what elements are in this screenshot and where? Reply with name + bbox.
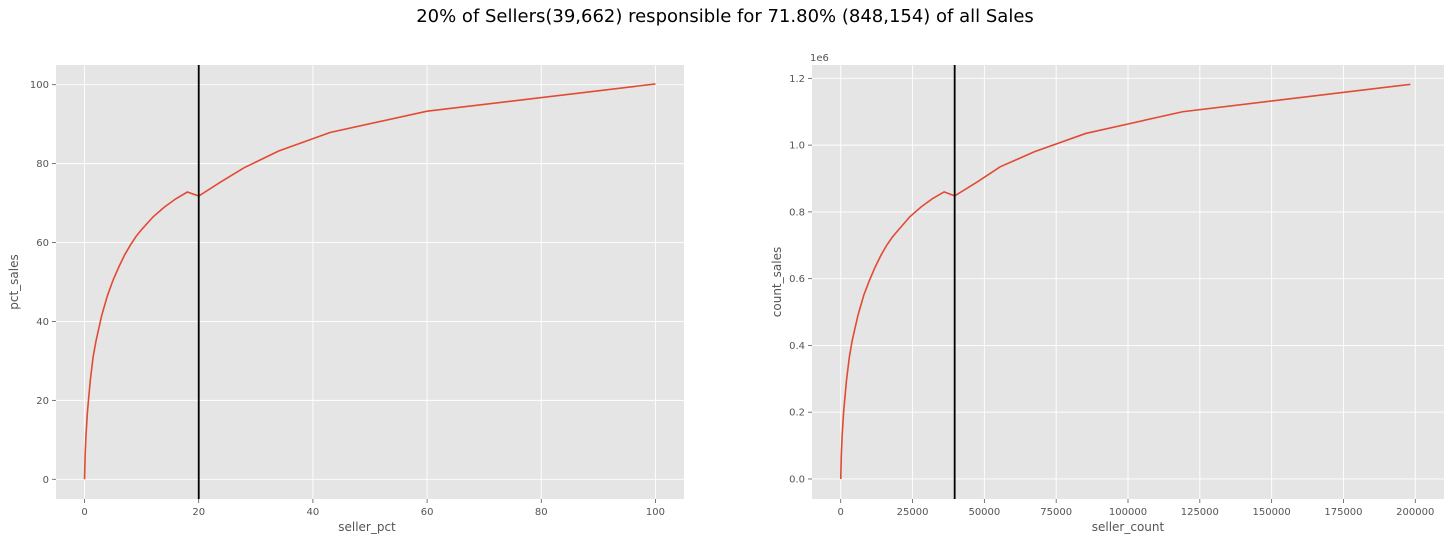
y-tick-label: 1.2	[789, 74, 805, 85]
y-axis-label: pct_sales	[7, 254, 21, 310]
x-ticks: 0 25000 50000 75000 100000 125000 150000 175000…	[838, 499, 1434, 518]
x-tick-label: 200000	[1396, 507, 1434, 518]
y-tick-label: 0.8	[789, 207, 805, 218]
x-tick-label: 100	[646, 507, 665, 518]
series-marks	[839, 65, 1411, 499]
y-tick-label: 20	[36, 396, 49, 407]
y-tick-label: 1.0	[789, 141, 805, 152]
x-tick-label: 60	[421, 507, 434, 518]
series-line	[839, 83, 1411, 479]
y-tick-label: 80	[36, 159, 49, 170]
y-ticks: 0.0 0.2 0.4 0.6 0.8 1.0 1.2	[789, 74, 812, 485]
chart-left: 0 20 40 60 80 100 0 20 40 60 80 100 seller_pct pct…	[7, 65, 684, 534]
x-tick-label: 80	[535, 507, 548, 518]
x-axis-label: seller_pct	[338, 520, 396, 534]
y-tick-label: 0	[43, 475, 49, 486]
figure-suptitle: 20% of Sellers(39,662) responsible for 7…	[416, 6, 1034, 27]
y-tick-label: 0.6	[789, 274, 805, 285]
x-tick-label: 100000	[1109, 507, 1147, 518]
y-axis-label: count_sales	[770, 247, 784, 317]
x-tick-label: 75000	[1040, 507, 1072, 518]
grid	[56, 65, 684, 499]
y-tick-label: 0.4	[789, 341, 805, 352]
y-ticks: 0 20 40 60 80 100	[30, 80, 56, 486]
x-tick-label: 50000	[968, 507, 1000, 518]
x-tick-label: 20	[192, 507, 205, 518]
x-tick-label: 0	[838, 507, 844, 518]
y-tick-label: 0.2	[789, 408, 805, 419]
y-tick-label: 40	[36, 317, 49, 328]
x-axis-label: seller_count	[1092, 520, 1165, 534]
series-line	[83, 83, 656, 480]
y-tick-label: 0.0	[789, 474, 805, 485]
x-tick-label: 125000	[1181, 507, 1219, 518]
x-tick-label: 150000	[1253, 507, 1291, 518]
y-tick-label: 100	[30, 80, 49, 91]
plot-area	[56, 65, 684, 499]
chart-right: 0 25000 50000 75000 100000 125000 150000 175000…	[770, 53, 1444, 534]
grid	[812, 65, 1444, 499]
x-tick-label: 0	[81, 507, 87, 518]
y-tick-label: 60	[36, 238, 49, 249]
x-tick-label: 40	[307, 507, 320, 518]
series-marks	[83, 65, 656, 499]
x-tick-label: 175000	[1324, 507, 1362, 518]
y-axis-offset-label: 1e6	[810, 53, 829, 64]
x-tick-label: 25000	[897, 507, 929, 518]
x-ticks: 0 20 40 60 80 100	[81, 499, 665, 518]
